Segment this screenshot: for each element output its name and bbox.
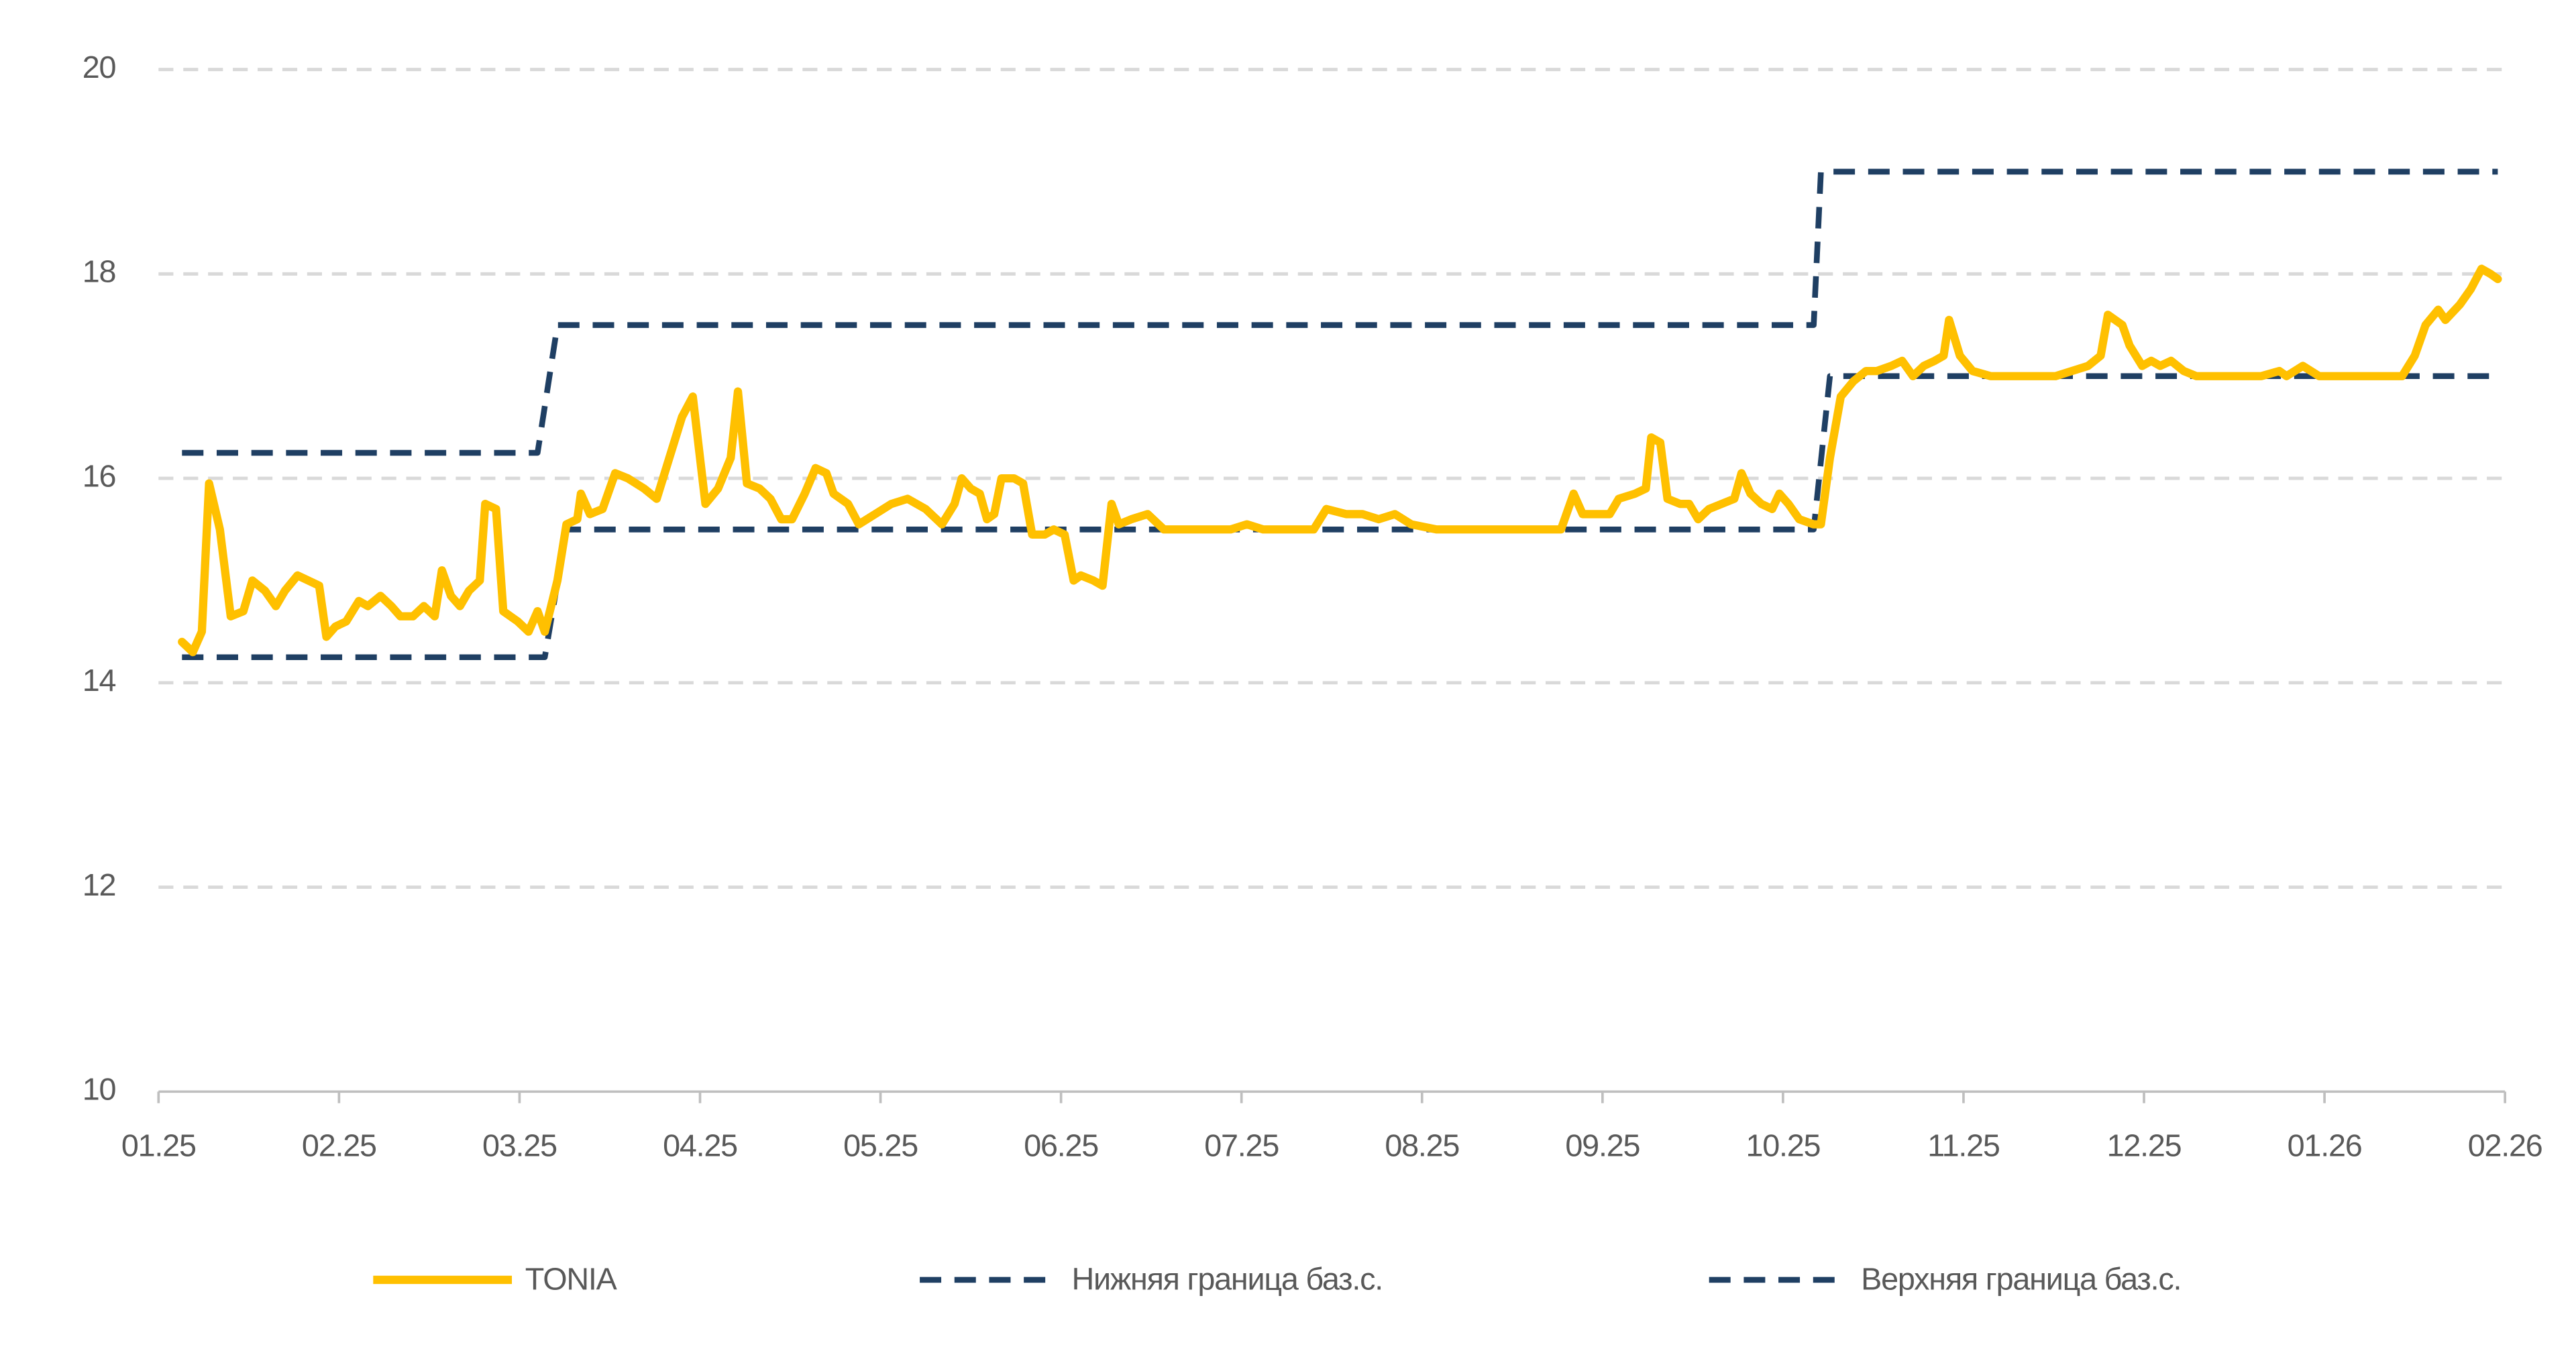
x-tick-label: 11.25 xyxy=(1927,1128,2000,1163)
y-tick-label: 16 xyxy=(83,458,116,493)
x-tick-label: 10.25 xyxy=(1746,1128,1820,1163)
x-tick-label: 06.25 xyxy=(1024,1128,1098,1163)
x-tick-label: 03.25 xyxy=(482,1128,557,1163)
series-line xyxy=(182,168,2498,456)
x-tick-label: 04.25 xyxy=(663,1128,737,1163)
y-tick-label: 14 xyxy=(83,663,116,698)
x-tick-label: 01.26 xyxy=(2288,1128,2362,1163)
x-tick-label: 12.25 xyxy=(2107,1128,2182,1163)
legend-label: Нижняя граница баз.с. xyxy=(1072,1262,1383,1297)
x-tick-label: 07.25 xyxy=(1204,1128,1279,1163)
x-tick-label: 05.25 xyxy=(843,1128,918,1163)
x-tick-label: 02.25 xyxy=(302,1128,376,1163)
y-tick-label: 12 xyxy=(83,867,116,902)
x-tick-label: 02.26 xyxy=(2468,1128,2542,1163)
legend-label: TONIA xyxy=(525,1262,618,1297)
series-line xyxy=(178,264,2502,657)
x-tick-label: 01.25 xyxy=(121,1128,196,1163)
y-tick-label: 20 xyxy=(83,50,116,85)
legend-label: Верхняя граница баз.с. xyxy=(1861,1262,2181,1297)
y-tick-label: 10 xyxy=(83,1072,116,1107)
y-tick-label: 18 xyxy=(83,254,116,289)
x-tick-label: 08.25 xyxy=(1385,1128,1459,1163)
x-tick-label: 09.25 xyxy=(1565,1128,1640,1163)
